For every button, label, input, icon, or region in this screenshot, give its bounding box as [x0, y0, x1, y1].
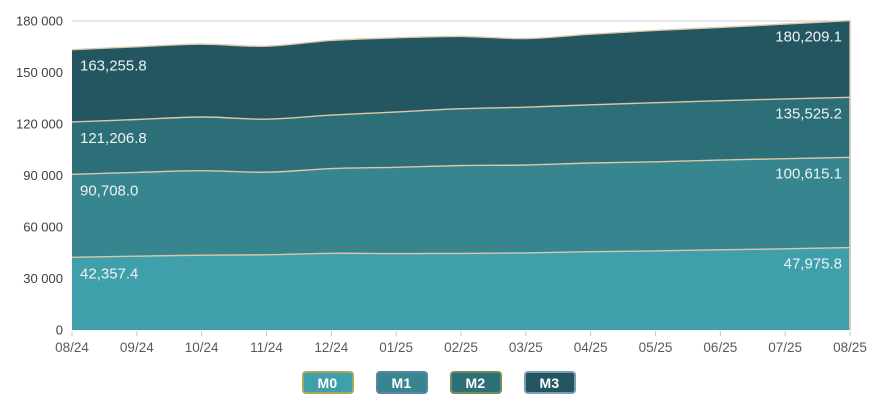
x-axis-label-05-25: 05/25: [639, 340, 673, 355]
y-axis-label-90000: 90 000: [23, 168, 63, 183]
y-axis-label-150000: 150 000: [16, 65, 63, 80]
value-label-start-m3: 163,255.8: [80, 58, 147, 75]
area-chart-canvas[interactable]: 0 30 000 60 000 90 000 120 000 150 000 180 000…: [0, 0, 877, 365]
chart-legend: M0 M1 M2 M3: [0, 371, 877, 394]
boundary-line-m0: [71, 246, 851, 330]
value-label-end-m0: 47,975.8: [784, 256, 842, 273]
legend-item-m1[interactable]: M1: [375, 371, 428, 394]
boundary-line-m2: [71, 96, 851, 330]
value-label-end-m1: 100,615.1: [775, 165, 842, 182]
y-axis-label-180000: 180 000: [16, 14, 63, 29]
x-axis-label-02-25: 02/25: [444, 340, 478, 355]
x-axis-label-06-25: 06/25: [703, 340, 737, 355]
y-axis-label-0: 0: [56, 323, 63, 338]
boundary-line-m1: [71, 156, 851, 330]
legend-item-label: M0: [317, 374, 338, 391]
y-axis-label-30000: 30 000: [23, 271, 63, 286]
x-axis-label-08-24: 08/24: [55, 340, 89, 355]
legend-item-m0[interactable]: M0: [301, 371, 354, 394]
x-axis-label-11-24: 11/24: [250, 340, 283, 355]
x-axis-label-08-25: 08/25: [833, 340, 867, 355]
legend-item-m3[interactable]: M3: [523, 371, 576, 394]
legend-item-label: M2: [465, 374, 486, 391]
legend-item-label: M1: [391, 374, 412, 391]
legend-item-label: M3: [539, 374, 560, 391]
boundary-line-m3: [71, 19, 851, 330]
value-label-start-m1: 90,708.0: [80, 182, 138, 199]
x-axis-label-09-24: 09/24: [120, 340, 154, 355]
value-label-end-m2: 135,525.2: [775, 105, 842, 122]
area-m0[interactable]: [72, 247, 850, 330]
value-label-start-m0: 42,357.4: [80, 265, 138, 282]
x-axis-label-03-25: 03/25: [509, 340, 543, 355]
x-axis-label-12-24: 12/24: [314, 340, 348, 355]
value-label-start-m2: 121,206.8: [80, 130, 147, 147]
x-axis-label-10-24: 10/24: [185, 340, 219, 355]
x-axis-label-07-25: 07/25: [768, 340, 802, 355]
y-axis-label-120000: 120 000: [16, 117, 63, 132]
value-label-end-m3: 180,209.1: [775, 29, 842, 46]
legend-item-m2[interactable]: M2: [449, 371, 502, 394]
x-axis-label-01-25: 01/25: [379, 340, 413, 355]
x-axis-label-04-25: 04/25: [574, 340, 608, 355]
y-axis-label-60000: 60 000: [23, 220, 63, 235]
